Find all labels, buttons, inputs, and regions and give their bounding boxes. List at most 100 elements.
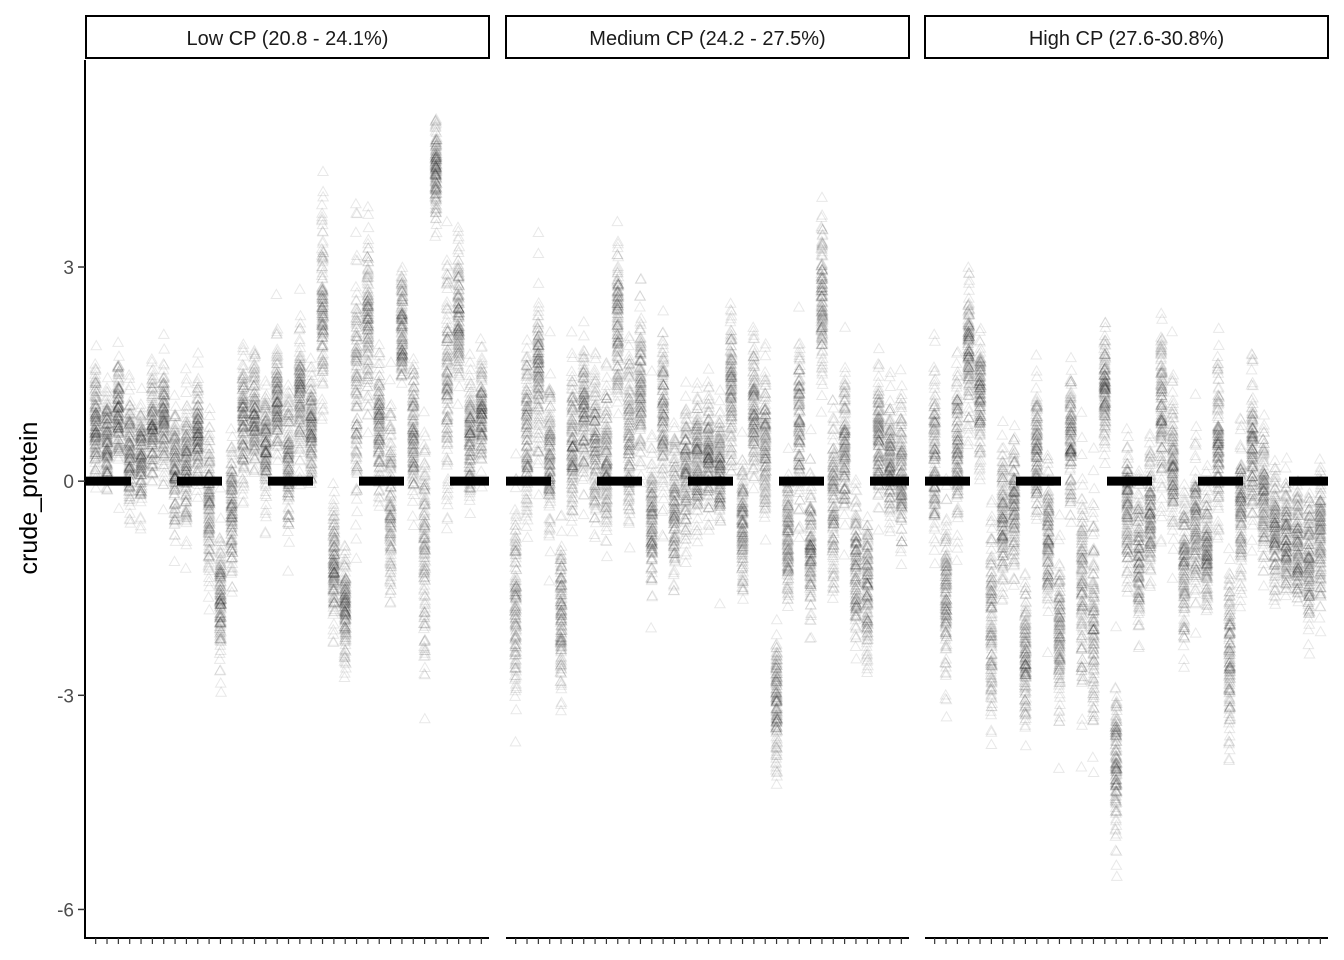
data-point — [135, 458, 148, 469]
data-point — [135, 455, 148, 467]
data-point — [111, 418, 124, 429]
data-point — [158, 405, 171, 417]
data-point — [123, 481, 136, 493]
data-point — [123, 430, 136, 442]
data-point — [89, 444, 102, 456]
data-point — [158, 413, 171, 424]
data-point — [157, 401, 170, 413]
data-point — [135, 457, 148, 469]
data-point — [111, 392, 124, 404]
data-point — [124, 445, 137, 456]
data-point — [123, 454, 136, 465]
data-point — [89, 438, 102, 449]
data-point — [100, 410, 113, 422]
data-point — [89, 427, 102, 439]
data-point — [157, 388, 171, 400]
data-point — [147, 404, 160, 415]
data-point — [101, 407, 114, 418]
data-point — [112, 425, 125, 436]
data-point — [124, 461, 137, 473]
data-point — [122, 444, 136, 455]
data-point — [123, 406, 136, 418]
data-point — [88, 453, 102, 464]
data-point — [157, 357, 170, 369]
data-point — [111, 406, 124, 418]
data-point — [145, 402, 158, 414]
data-point — [112, 447, 125, 458]
data-point — [157, 377, 170, 388]
category-points — [463, 348, 477, 518]
data-point — [112, 407, 125, 419]
facet-panels: Low CP (20.8 - 24.1%) Medium CP (24.2 - 2… — [85, 15, 1329, 944]
data-point — [100, 463, 113, 475]
data-point — [135, 426, 148, 438]
data-point — [89, 415, 102, 426]
data-point — [123, 439, 136, 451]
data-point — [112, 425, 125, 437]
category-points — [100, 371, 114, 495]
data-point — [90, 394, 103, 406]
data-point — [101, 451, 114, 462]
data-point — [123, 462, 136, 473]
data-point — [89, 410, 102, 422]
data-point — [100, 463, 113, 475]
data-point — [100, 416, 113, 428]
data-point — [90, 409, 103, 420]
data-point — [157, 447, 170, 458]
data-point — [146, 414, 159, 425]
data-point — [157, 503, 170, 515]
data-point — [146, 454, 159, 465]
data-point — [89, 406, 102, 418]
data-point — [100, 412, 113, 423]
data-point — [146, 447, 159, 458]
data-point — [124, 428, 137, 440]
data-point — [100, 404, 114, 415]
data-point — [112, 393, 125, 404]
data-point — [89, 463, 102, 474]
data-point — [111, 416, 124, 428]
data-point — [89, 410, 102, 422]
data-point — [135, 449, 148, 461]
facet-panel: Low CP (20.8 - 24.1%) — [85, 15, 490, 944]
data-point — [88, 448, 101, 459]
category-points — [361, 200, 375, 438]
data-point — [123, 454, 136, 466]
data-point — [135, 455, 148, 466]
data-point — [123, 461, 136, 473]
data-point — [123, 452, 136, 463]
data-point — [134, 459, 147, 471]
data-point — [123, 413, 136, 425]
data-point — [146, 410, 159, 421]
data-point — [101, 406, 114, 417]
data-point — [111, 396, 124, 408]
data-point — [157, 393, 170, 405]
data-point — [112, 410, 125, 421]
data-point — [90, 424, 103, 436]
data-point — [135, 441, 148, 453]
data-point — [101, 459, 114, 471]
data-point — [112, 382, 125, 394]
data-point — [90, 419, 103, 431]
data-point — [146, 419, 159, 430]
data-point — [100, 436, 113, 448]
data-point — [111, 359, 124, 371]
data-point — [146, 422, 159, 434]
data-point — [134, 443, 147, 455]
data-point — [135, 465, 148, 477]
data-point — [134, 432, 147, 443]
data-point — [89, 397, 102, 409]
data-point — [156, 412, 170, 424]
data-point — [90, 385, 103, 396]
data-point — [101, 450, 114, 461]
data-point — [123, 434, 136, 446]
data-point — [146, 475, 159, 487]
data-point — [214, 676, 227, 688]
data-point — [123, 459, 136, 471]
data-point — [89, 376, 102, 388]
data-point — [146, 466, 159, 478]
data-point — [111, 400, 124, 412]
data-point — [100, 406, 113, 417]
data-point — [134, 468, 147, 479]
data-point — [145, 426, 158, 438]
data-point — [158, 380, 171, 392]
